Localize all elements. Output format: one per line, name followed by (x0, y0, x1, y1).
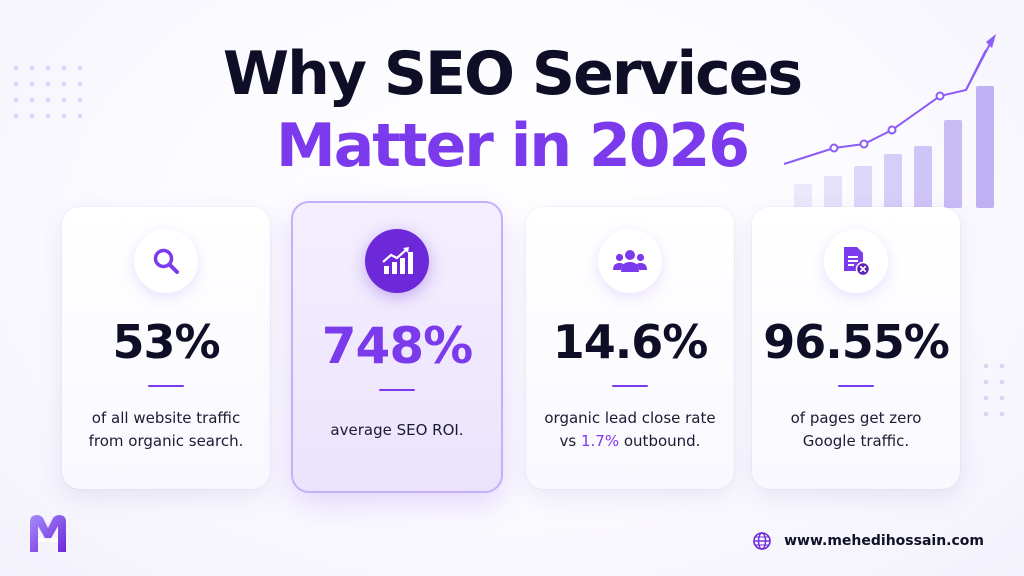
stat-description: average SEO ROI. (330, 421, 464, 439)
decorative-dot-grid (8, 60, 88, 124)
trend-point (887, 125, 897, 135)
decorative-dot-grid-right (978, 358, 1012, 422)
divider (379, 389, 415, 391)
website-url[interactable]: www.mehedihossain.com (784, 533, 984, 549)
divider (148, 385, 184, 387)
trend-arrow-shaft (965, 39, 993, 91)
page-title-line-2: Matter in 2026 (276, 111, 750, 181)
document-cancel-icon (824, 229, 888, 293)
decor-bar (824, 176, 842, 208)
users-icon (598, 229, 662, 293)
growth-chart-decoration (783, 34, 996, 208)
decor-bar (854, 166, 872, 208)
decor-bar (976, 86, 994, 208)
stat-value: 53% (112, 315, 220, 369)
website-link[interactable]: www.mehedihossain.com (752, 530, 984, 552)
chart-growth-icon (365, 229, 429, 293)
stat-description: organic lead close rate vs 1.7% outbound… (544, 409, 716, 450)
stat-card-organic-traffic: 53% of all website traffic from organic … (62, 207, 270, 489)
trend-point (829, 143, 839, 153)
divider (612, 385, 648, 387)
decor-bar (944, 120, 962, 208)
stat-description: of all website traffic from organic sear… (88, 409, 244, 450)
stat-description: of pages get zero Google traffic. (790, 409, 922, 450)
stat-value: 748% (321, 317, 473, 375)
mh-logo-icon (30, 515, 66, 552)
stat-card-seo-roi: 748% average SEO ROI. (291, 201, 503, 493)
search-icon (134, 229, 198, 293)
decor-bar (794, 184, 812, 208)
decor-bar (884, 154, 902, 208)
stat-value: 96.55% (763, 315, 950, 369)
globe-icon (753, 532, 771, 550)
stat-card-zero-traffic-pages: 96.55% of pages get zero Google traffic. (752, 207, 960, 489)
stat-card-lead-close-rate: 14.6% organic lead close rate vs 1.7% ou… (526, 207, 734, 489)
decor-bar (914, 146, 932, 208)
trend-point (859, 139, 869, 149)
stat-value: 14.6% (552, 315, 709, 369)
divider (838, 385, 874, 387)
trend-point (935, 91, 945, 101)
page-title-line-1: Why SEO Services (222, 39, 803, 109)
